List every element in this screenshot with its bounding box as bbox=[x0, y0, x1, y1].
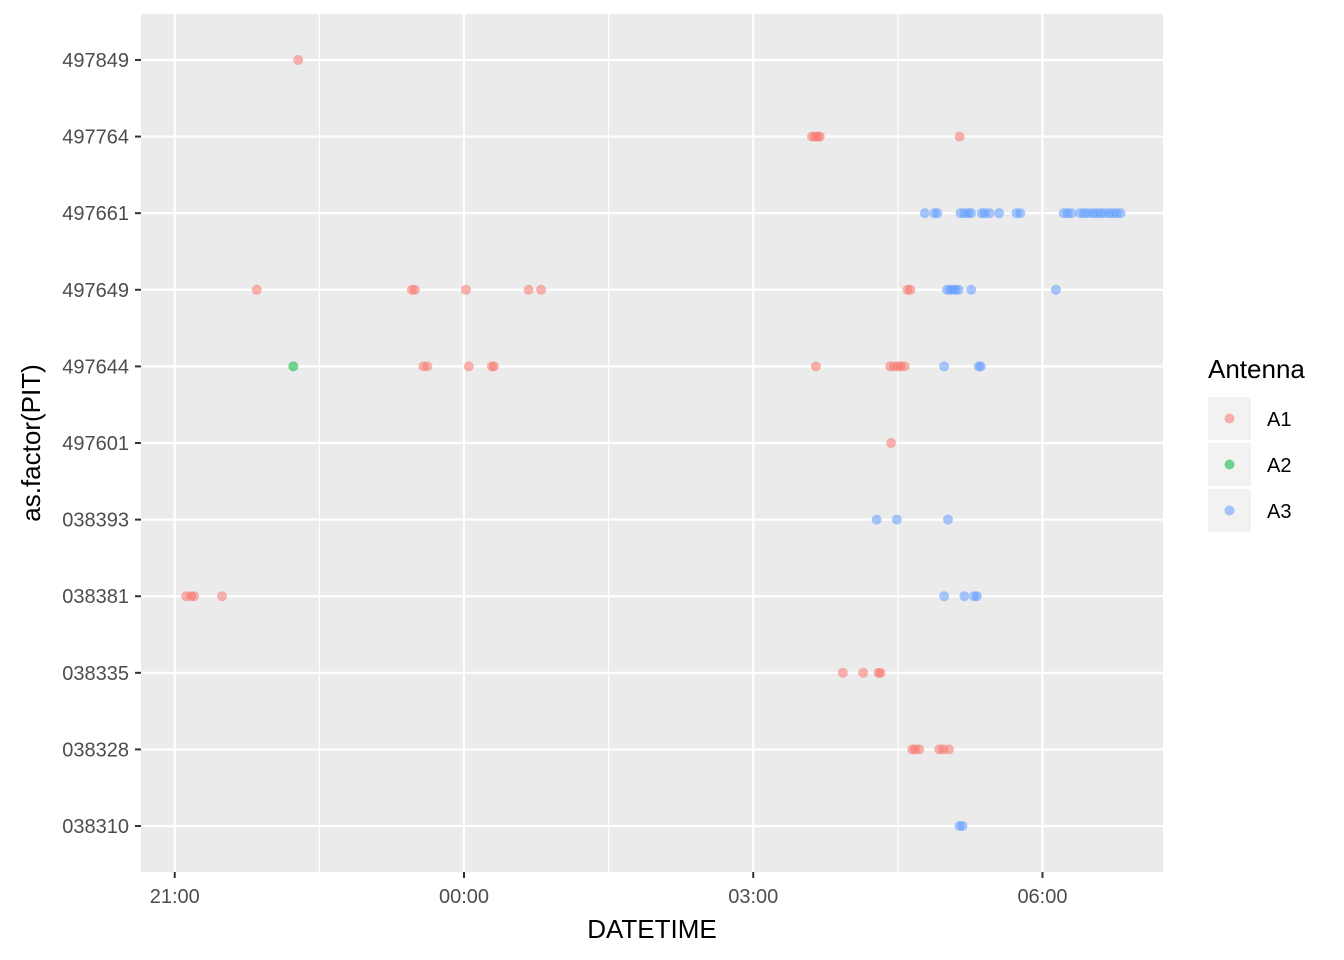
legend-label-a1: A1 bbox=[1267, 409, 1291, 431]
data-point-a1 bbox=[905, 284, 916, 295]
data-point-a3 bbox=[871, 514, 882, 525]
data-point-a1 bbox=[293, 54, 304, 65]
data-point-a3 bbox=[971, 591, 982, 602]
y-tick-label: 038328 bbox=[62, 739, 129, 761]
data-point-a3 bbox=[891, 514, 902, 525]
y-axis-title: as.factor(PIT) bbox=[16, 364, 46, 521]
data-point-a1 bbox=[943, 744, 954, 755]
y-tick-label: 497601 bbox=[62, 433, 129, 455]
data-point-a1 bbox=[837, 667, 848, 678]
data-point-a3 bbox=[942, 514, 953, 525]
data-point-a3 bbox=[994, 208, 1005, 219]
data-point-a1 bbox=[463, 361, 474, 372]
y-tick-label: 497644 bbox=[62, 356, 129, 378]
legend-key-a2 bbox=[1224, 459, 1235, 470]
data-point-a1 bbox=[536, 284, 547, 295]
data-point-a3 bbox=[1066, 208, 1077, 219]
data-point-a3 bbox=[953, 284, 964, 295]
data-point-a3 bbox=[1050, 284, 1061, 295]
x-tick-label: 21:00 bbox=[150, 886, 200, 908]
y-tick-label: 038335 bbox=[62, 663, 129, 685]
x-tick-label: 06:00 bbox=[1017, 886, 1067, 908]
data-point-a1 bbox=[954, 131, 965, 142]
data-point-a1 bbox=[189, 591, 200, 602]
data-point-a3 bbox=[957, 821, 968, 832]
data-point-a1 bbox=[875, 667, 886, 678]
x-tick-label: 00:00 bbox=[439, 886, 489, 908]
x-axis: 21:00 00:00 03:00 06:00 bbox=[150, 872, 1068, 908]
data-point-a3 bbox=[975, 361, 986, 372]
data-point-a3 bbox=[966, 284, 977, 295]
data-point-a1 bbox=[488, 361, 499, 372]
data-point-a1 bbox=[460, 284, 471, 295]
legend-key-a1 bbox=[1224, 413, 1235, 424]
data-point-a3 bbox=[919, 208, 930, 219]
y-tick-label: 497649 bbox=[62, 280, 129, 302]
major-gridlines bbox=[141, 14, 1163, 872]
data-point-a3 bbox=[966, 208, 977, 219]
legend-label-a3: A3 bbox=[1267, 501, 1291, 523]
data-point-a1 bbox=[814, 131, 825, 142]
data-point-a1 bbox=[810, 361, 821, 372]
data-point-a3 bbox=[959, 591, 970, 602]
data-point-a2 bbox=[288, 361, 299, 372]
x-tick-label: 03:00 bbox=[728, 886, 778, 908]
data-point-a1 bbox=[886, 438, 897, 448]
data-point-a1 bbox=[251, 284, 262, 295]
legend: Antenna A1 A2 A3 bbox=[1208, 354, 1305, 532]
data-points bbox=[181, 54, 1126, 832]
legend-title: Antenna bbox=[1208, 354, 1305, 384]
y-tick-label: 038381 bbox=[62, 586, 129, 608]
data-point-a3 bbox=[939, 361, 950, 372]
data-point-a3 bbox=[932, 208, 943, 219]
data-point-a3 bbox=[1115, 208, 1126, 219]
y-tick-label: 038393 bbox=[62, 510, 129, 532]
y-tick-label: 497661 bbox=[62, 203, 129, 225]
y-axis: 038310 038328 038335 038381 038393 497601 4976… bbox=[62, 50, 141, 838]
data-point-a1 bbox=[422, 361, 433, 372]
data-point-a1 bbox=[899, 361, 910, 372]
data-point-a3 bbox=[984, 208, 995, 219]
legend-key-a3 bbox=[1224, 505, 1235, 516]
y-tick-label: 497849 bbox=[62, 50, 129, 72]
data-point-a1 bbox=[914, 744, 925, 755]
x-axis-title: DATETIME bbox=[587, 914, 717, 944]
data-point-a1 bbox=[409, 284, 420, 295]
y-tick-label: 038310 bbox=[62, 816, 129, 838]
legend-label-a2: A2 bbox=[1267, 455, 1291, 477]
data-point-a1 bbox=[523, 284, 534, 295]
data-point-a1 bbox=[216, 591, 227, 602]
y-tick-label: 497764 bbox=[62, 127, 129, 149]
data-point-a3 bbox=[1015, 208, 1026, 219]
data-point-a1 bbox=[858, 667, 869, 678]
data-point-a3 bbox=[939, 591, 950, 602]
